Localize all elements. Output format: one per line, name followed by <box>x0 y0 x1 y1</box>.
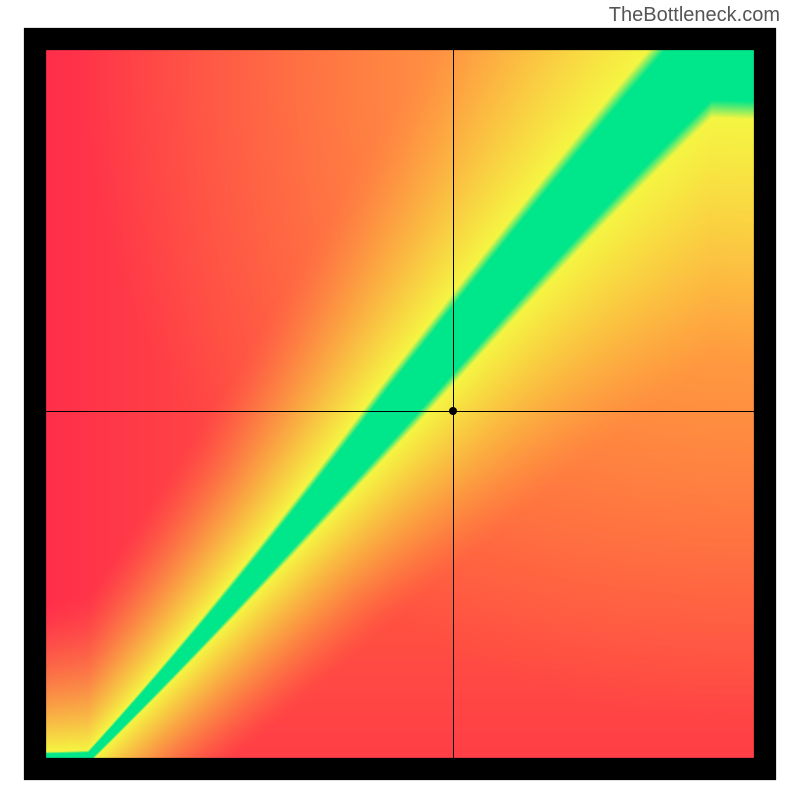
plot-border <box>24 28 776 780</box>
watermark-text: TheBottleneck.com <box>609 4 780 27</box>
crosshair-horizontal <box>46 411 754 412</box>
marker-point <box>449 407 457 415</box>
chart-container: TheBottleneck.com <box>0 0 800 800</box>
crosshair-vertical <box>453 50 454 758</box>
